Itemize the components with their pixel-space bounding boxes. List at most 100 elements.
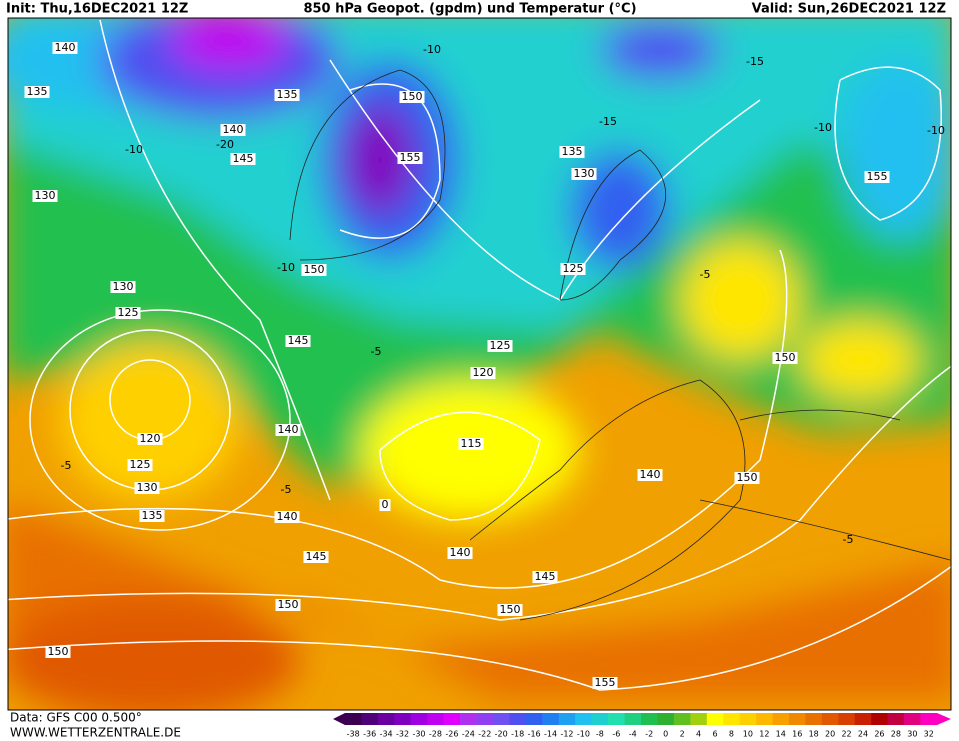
colorbar-cell (361, 713, 379, 725)
contour-label: -10 (927, 124, 945, 137)
contour-label-bg (470, 367, 496, 379)
contour-label-bg (110, 281, 136, 293)
colorbar-label: 18 (809, 730, 819, 739)
contour-label-bg (497, 604, 523, 616)
contour-label-bg (559, 146, 585, 158)
isohypses (8, 19, 951, 691)
colorbar-cell (854, 713, 872, 725)
colorbar-label: 12 (759, 730, 769, 739)
contour-label: 150 (775, 351, 796, 364)
map-frame (7, 17, 952, 711)
colorbar-label: -38 (347, 730, 360, 739)
colorbar-cell (641, 713, 658, 725)
contour-label: 140 (278, 423, 299, 436)
colorbar-cell (591, 713, 609, 725)
contour-label: 140 (277, 510, 298, 523)
colorbar-label: -20 (495, 730, 508, 739)
contour-label-bg (532, 571, 558, 583)
colorbar-cell (920, 713, 938, 725)
contour-label-bg (24, 86, 50, 98)
colorbar-cell (772, 713, 790, 725)
contour-label-bg (734, 472, 760, 484)
contour-label: -5 (281, 483, 292, 496)
site: WWW.WETTERZENTRALE.DE (10, 726, 181, 740)
colorbar-label: -10 (577, 730, 590, 739)
contour-label-bg (274, 511, 300, 523)
contour-label: 155 (595, 676, 616, 689)
contour-label: 120 (473, 366, 494, 379)
contour-label: 125 (563, 262, 584, 275)
colorbar-cell (558, 713, 576, 725)
colorbar-label: -26 (445, 730, 458, 739)
contour-label: -10 (423, 43, 441, 56)
contour-label: 130 (113, 280, 134, 293)
contour-label-bg (301, 264, 327, 276)
contour-label-bg (275, 599, 301, 611)
colorbar-label: 14 (776, 730, 786, 739)
colorbar-cell (460, 713, 477, 725)
contour-label: 145 (306, 550, 327, 563)
contour-label: -10 (125, 143, 143, 156)
contour-label: 135 (277, 88, 298, 101)
contour-label: 130 (137, 481, 158, 494)
contour-label: 115 (461, 437, 482, 450)
contour-label: 150 (278, 598, 299, 611)
colorbar-label: 2 (680, 730, 685, 739)
colorbar-label: 8 (729, 730, 734, 739)
colorbar-label: -34 (380, 730, 393, 739)
colorbar-cell (723, 713, 740, 725)
contour-label-bg (592, 677, 618, 689)
colorbar-cell (493, 713, 510, 725)
contour-label-bg (127, 459, 153, 471)
contour-label-bg (637, 469, 663, 481)
colorbar-label: 0 (663, 730, 668, 739)
contour-label-bg (275, 424, 301, 436)
contour-label: 125 (118, 306, 139, 319)
colorbar-label: -32 (396, 730, 409, 739)
contour-label: 125 (130, 458, 151, 471)
contour-label-bg (52, 42, 78, 54)
contour-label-bg (139, 510, 165, 522)
contour-label-bg (220, 124, 246, 136)
contour-label-bg (487, 340, 513, 352)
contour-label-bg (115, 307, 141, 319)
colorbar-label: 20 (825, 730, 835, 739)
colorbar-label: -6 (612, 730, 620, 739)
contour-label-bg (397, 152, 423, 164)
contour-label-bg (303, 551, 329, 563)
map-field (8, 18, 951, 710)
colorbar-label: 16 (792, 730, 802, 739)
valid-time: Valid: Sun,26DEC2021 12Z (752, 2, 946, 17)
colorbar-label: -4 (629, 730, 637, 739)
colorbar-cell (657, 713, 675, 725)
colorbar-cell (706, 713, 724, 725)
contour-label: -5 (700, 268, 711, 281)
contour-label: 150 (48, 645, 69, 658)
colorbar-cell (789, 713, 806, 725)
colorbar-label: 6 (712, 730, 717, 739)
colorbar-label: -2 (645, 730, 653, 739)
contour-label: 140 (450, 546, 471, 559)
colorbar-cell (394, 713, 412, 725)
contour-label: -5 (61, 459, 72, 472)
contour-label: 150 (737, 471, 758, 484)
colorbar-label: 22 (841, 730, 851, 739)
contour-label: 150 (402, 90, 423, 103)
contour-label: -10 (277, 261, 295, 274)
colorbar-cell (427, 713, 444, 725)
colorbar-label: 32 (924, 730, 934, 739)
data-source: Data: GFS C00 0.500° (10, 711, 142, 725)
contour-label: 120 (140, 432, 161, 445)
contour-label: 130 (35, 189, 56, 202)
map-title: 850 hPa Geopot. (gpdm) und Temperatur (°… (303, 2, 636, 17)
contour-label: 135 (562, 145, 583, 158)
colorbar-cell (575, 713, 592, 725)
contour-label: -10 (814, 121, 832, 134)
contour-label-bg (230, 153, 256, 165)
colorbar-cell (756, 713, 773, 725)
colorbar-cell (525, 713, 543, 725)
contour-label-bg (32, 190, 58, 202)
colorbar-label: 26 (874, 730, 884, 739)
